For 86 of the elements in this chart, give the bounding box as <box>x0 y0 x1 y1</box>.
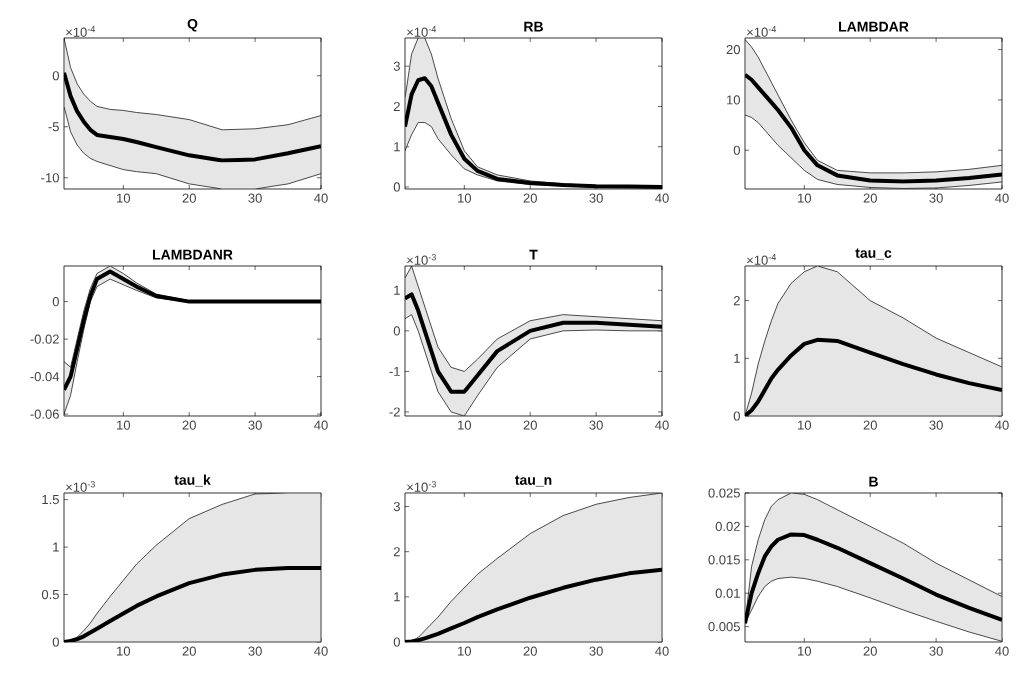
y-tick-label: 10 <box>727 95 740 105</box>
x-tick-label: 20 <box>523 420 537 430</box>
y-tick-label: 1 <box>53 542 59 552</box>
x-tick-label: 30 <box>929 420 943 430</box>
y-tick-label: 0 <box>393 637 400 647</box>
x-tick-label: 10 <box>458 646 472 656</box>
x-tick-label: 30 <box>248 420 262 430</box>
x-tick-label: 20 <box>182 646 196 656</box>
x-tick-label: 10 <box>458 420 472 430</box>
x-tick-label: 10 <box>117 420 131 430</box>
x-tick-label: 30 <box>248 646 262 656</box>
y-tick-label: 2 <box>393 101 400 111</box>
text: ×10$^{-3}$ <box>66 480 95 492</box>
y-tick-label: 0.01 <box>715 588 740 598</box>
y-tick-label: 1 <box>394 142 400 152</box>
chart-title: Q <box>187 18 198 32</box>
chart-title: RB <box>524 21 543 32</box>
y-tick-label: 20 <box>726 44 740 55</box>
y-tick-label: -1 <box>389 366 400 376</box>
x-tick-label: 30 <box>929 193 943 203</box>
x-tick-label: 30 <box>589 646 603 656</box>
y-tick-label: 0.015 <box>708 555 740 565</box>
chart-title: LAMBDAR <box>839 21 909 32</box>
x-tick-label: 10 <box>798 420 812 430</box>
x-tick-label: 40 <box>314 193 328 203</box>
y-tick-label: 3 <box>393 61 400 71</box>
x-tick-label: 10 <box>117 193 131 203</box>
text: ×10$^{-3}$ <box>407 253 436 265</box>
y-tick-label: 0 <box>733 145 740 155</box>
y-tick-label: 0 <box>733 411 740 421</box>
x-tick-label: 40 <box>995 646 1009 656</box>
y-tick-label: 0 <box>393 326 400 336</box>
x-tick-label: 20 <box>182 193 196 203</box>
y-tick-label: 0 <box>52 71 59 81</box>
chart-title: T <box>529 249 538 260</box>
chart-title: B <box>869 476 878 487</box>
y-tick-label: -10 <box>41 173 59 183</box>
x-tick-label: 20 <box>863 646 877 656</box>
x-tick-label: 10 <box>798 193 812 203</box>
chart-title: tau_k <box>174 474 211 487</box>
y-tick-label: 1 <box>394 592 400 602</box>
x-tick-label: 20 <box>523 193 537 203</box>
y-tick-label: 0.025 <box>708 488 740 498</box>
y-tick-label: 1 <box>734 353 740 363</box>
x-tick-label: 10 <box>458 193 472 203</box>
y-tick-label: 2 <box>733 296 740 306</box>
y-tick-label: -0.06 <box>30 409 59 419</box>
chart-title: tau_c <box>855 248 892 260</box>
text: ×10$^{-4}$ <box>66 26 96 37</box>
y-tick-label: 1.5 <box>42 495 59 505</box>
x-tick-label: 40 <box>655 646 669 656</box>
y-tick-label: 3 <box>393 501 400 512</box>
y-tick-label: -5 <box>48 122 59 132</box>
x-tick-label: 40 <box>655 193 669 203</box>
x-tick-label: 20 <box>523 646 537 656</box>
x-tick-label: 40 <box>655 420 669 430</box>
x-tick-label: 20 <box>182 420 196 430</box>
y-tick-label: 0 <box>393 182 400 192</box>
y-tick-label: 0 <box>52 637 59 647</box>
x-tick-label: 30 <box>929 646 943 656</box>
x-tick-label: 40 <box>314 646 328 656</box>
x-tick-label: 30 <box>589 193 603 203</box>
x-tick-label: 30 <box>248 193 262 203</box>
chart-title: tau_n <box>515 475 552 487</box>
x-tick-label: 40 <box>314 420 328 430</box>
y-tick-label: 2 <box>393 547 400 557</box>
y-tick-label: -0.02 <box>30 334 59 344</box>
x-tick-label: 10 <box>117 646 131 656</box>
x-tick-label: 10 <box>798 646 812 656</box>
y-tick-label: 0.02 <box>715 521 740 531</box>
text: ×10$^{-4}$ <box>747 26 777 37</box>
y-tick-label: 1 <box>394 285 400 295</box>
x-tick-label: 30 <box>589 420 603 430</box>
text: ×10$^{-3}$ <box>407 480 436 492</box>
x-tick-label: 40 <box>995 420 1009 430</box>
y-tick-label: -2 <box>389 407 400 417</box>
y-tick-label: 0.005 <box>708 622 740 632</box>
y-tick-label: -0.04 <box>30 372 60 382</box>
x-tick-label: 20 <box>863 420 877 430</box>
x-tick-label: 20 <box>863 193 877 203</box>
y-tick-label: 0.5 <box>41 589 59 600</box>
text: ×10$^{-4}$ <box>407 26 437 37</box>
text: ×10$^{-4}$ <box>747 254 777 265</box>
chart-title: LAMBDANR <box>153 249 233 260</box>
x-tick-label: 40 <box>995 193 1009 203</box>
y-tick-label: 0 <box>52 297 59 307</box>
